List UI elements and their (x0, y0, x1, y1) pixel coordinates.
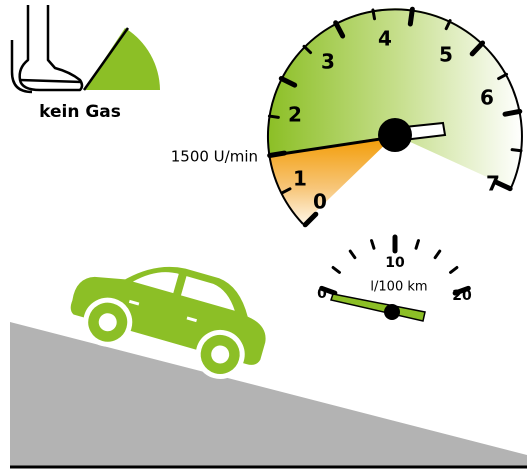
fuel-scale-label: 10 (385, 255, 405, 271)
gauge-tick (333, 20, 346, 39)
tacho-scale-label: 7 (486, 172, 500, 196)
tacho-scale-label: 2 (288, 103, 302, 127)
gauge-tick (302, 44, 313, 55)
car (70, 266, 266, 379)
gauge-tick (280, 187, 292, 195)
gauge-tick (348, 249, 357, 260)
tachometer (267, 6, 523, 228)
fuel-unit-label: l/100 km (370, 280, 427, 295)
gauge-tick (278, 75, 298, 88)
gauge-tick (370, 239, 376, 250)
tacho-scale-label: 5 (439, 43, 453, 67)
gauge-tick (444, 19, 452, 31)
gauge-tick (371, 8, 377, 21)
gauge-tick (497, 72, 509, 81)
tacho-scale-label: 6 (480, 86, 494, 110)
gauge-tick (510, 148, 523, 153)
gauge-tick (449, 266, 459, 274)
tacho-scale-label: 1 (293, 167, 307, 191)
fuel-scale-label: 0 (317, 286, 327, 302)
tacho-scale-label: 4 (378, 27, 392, 51)
gauge-tick (331, 266, 341, 274)
fuel-needle (330, 293, 426, 322)
gauge-tick (302, 211, 319, 228)
fuel-gauge (319, 234, 471, 296)
fuel-scale-label: 20 (452, 288, 472, 304)
fuel-hub (384, 304, 400, 320)
gauge-tick (433, 249, 442, 260)
tacho-scale-label: 3 (321, 50, 335, 74)
pedal-icon (10, 5, 160, 94)
gauge-tick (414, 239, 420, 250)
gauge-tick (494, 179, 513, 192)
slope (10, 322, 527, 467)
orange-zone (270, 135, 395, 224)
gauge-tick (407, 6, 415, 27)
green-zone (268, 8, 523, 189)
gauge-tick (267, 114, 280, 119)
tacho-hub (378, 118, 412, 152)
pedal-label: kein Gas (39, 102, 121, 122)
gauge-tick (502, 108, 523, 117)
rpm-label: 1500 U/min (171, 148, 258, 166)
gauge-tick (319, 285, 338, 296)
gauge-tick (452, 285, 471, 296)
tacho-scale-label: 0 (313, 190, 327, 214)
gauge-tick (469, 40, 486, 57)
